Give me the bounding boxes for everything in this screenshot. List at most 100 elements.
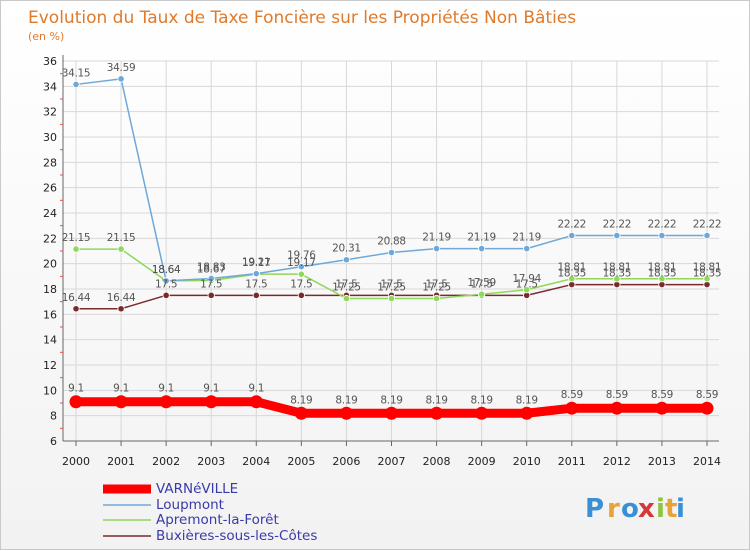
data-label: 18.81 bbox=[558, 262, 587, 274]
data-label: 18.35 bbox=[558, 268, 587, 280]
data-label: 17.94 bbox=[512, 273, 541, 285]
legend-label: Loupmont bbox=[156, 497, 224, 513]
series-point-1 bbox=[432, 244, 441, 253]
data-label: 19.17 bbox=[287, 257, 316, 269]
series-point-0 bbox=[430, 406, 444, 420]
x-tick-label: 2005 bbox=[287, 455, 315, 468]
data-label: 17.5 bbox=[245, 278, 267, 290]
data-label: 17.25 bbox=[377, 282, 406, 294]
data-label: 19.17 bbox=[242, 257, 271, 269]
y-tick-label: 28 bbox=[43, 156, 57, 169]
series-point-0 bbox=[520, 406, 534, 420]
y-tick-label: 20 bbox=[43, 258, 57, 271]
data-label: 18.81 bbox=[648, 262, 677, 274]
data-label: 18.67 bbox=[197, 264, 226, 276]
data-labels-layer: 9.1 9.1 9.1 9.1 9.1 8.19 8.19 8.19 8.19 8.19 8.19 8… bbox=[62, 62, 722, 406]
x-tick-label: 2012 bbox=[603, 455, 631, 468]
data-label: 17.5 bbox=[425, 278, 447, 290]
data-label: 18.81 bbox=[603, 262, 632, 274]
series-point-1 bbox=[523, 244, 531, 253]
y-tick-label: 24 bbox=[43, 207, 57, 220]
y-tick-label: 32 bbox=[43, 106, 57, 119]
chart-title: Evolution du Taux de Taxe Foncière sur l… bbox=[28, 8, 576, 28]
series-point-2 bbox=[523, 286, 531, 294]
data-label: 8.59 bbox=[651, 389, 673, 401]
series-point-3 bbox=[162, 291, 170, 299]
x-tick-label: 2010 bbox=[513, 455, 541, 468]
data-label: 19.21 bbox=[242, 257, 271, 269]
axes: 6 8 10 12 14 16 18 20 22 24 26 28 30 32 34 36 2000 2001 20… bbox=[43, 55, 721, 468]
data-label: 18.35 bbox=[603, 268, 632, 280]
x-tick-label: 2004 bbox=[242, 455, 270, 468]
x-tick-label: 2006 bbox=[332, 455, 360, 468]
series-point-2 bbox=[658, 275, 666, 283]
y-tick-label: 14 bbox=[43, 334, 57, 347]
series-point-3 bbox=[207, 291, 215, 299]
series-point-0 bbox=[700, 401, 714, 415]
y-tick-label: 36 bbox=[43, 55, 57, 68]
data-label: 17.5 bbox=[155, 278, 177, 290]
y-tick-label: 26 bbox=[43, 182, 57, 195]
data-label: 9.1 bbox=[158, 383, 174, 395]
x-tick-label: 2013 bbox=[648, 455, 676, 468]
data-label: 17.5 bbox=[516, 278, 538, 290]
data-label: 18.64 bbox=[152, 264, 181, 276]
data-label: 8.59 bbox=[696, 389, 718, 401]
series-point-1 bbox=[162, 277, 170, 285]
series-point-0 bbox=[339, 406, 353, 420]
data-label: 22.22 bbox=[648, 219, 677, 231]
x-tick-label: 2000 bbox=[62, 455, 90, 468]
series-point-3 bbox=[72, 305, 80, 313]
data-label: 20.88 bbox=[377, 236, 406, 248]
series-point-0 bbox=[204, 395, 218, 409]
data-label: 20.31 bbox=[332, 243, 361, 255]
data-label: 34.15 bbox=[62, 67, 91, 79]
y-tick-label: 10 bbox=[43, 384, 57, 397]
data-label: 8.59 bbox=[606, 389, 628, 401]
series-point-2 bbox=[478, 290, 486, 298]
series-point-0 bbox=[294, 406, 308, 420]
legend-label: Buxières-sous-les-Côtes bbox=[156, 528, 317, 544]
data-label: 17.5 bbox=[335, 278, 357, 290]
series-point-2 bbox=[432, 294, 441, 303]
series-point-1 bbox=[387, 248, 396, 257]
series-point-1 bbox=[658, 231, 666, 240]
logo-letter: o bbox=[621, 494, 640, 524]
data-label: 21.15 bbox=[107, 232, 136, 244]
series-point-0 bbox=[114, 395, 128, 409]
data-label: 22.22 bbox=[558, 219, 587, 231]
logo-letter: P bbox=[585, 494, 605, 524]
logo-letter: r bbox=[607, 494, 621, 524]
data-label: 9.1 bbox=[113, 383, 129, 395]
data-label: 8.19 bbox=[516, 394, 538, 406]
data-label: 17.59 bbox=[467, 277, 496, 289]
series-point-2 bbox=[297, 270, 305, 278]
logo-letter: t bbox=[665, 494, 678, 524]
data-label: 8.19 bbox=[425, 394, 447, 406]
series-point-2 bbox=[568, 275, 576, 283]
y-tick-label: 8 bbox=[50, 410, 57, 423]
data-label: 18.35 bbox=[648, 268, 677, 280]
series-point-1 bbox=[703, 231, 711, 240]
series-point-0 bbox=[475, 406, 489, 420]
y-tick-label: 34 bbox=[43, 80, 57, 93]
data-label: 18.83 bbox=[197, 261, 226, 273]
y-tick-label: 6 bbox=[50, 435, 57, 448]
series-point-1 bbox=[72, 80, 80, 89]
series-point-0 bbox=[610, 401, 624, 415]
series-point-2 bbox=[387, 294, 396, 303]
data-label: 21.15 bbox=[62, 232, 91, 244]
series-point-2 bbox=[613, 275, 621, 283]
series-point-3 bbox=[297, 291, 305, 299]
series-point-3 bbox=[252, 291, 260, 299]
data-label: 21.19 bbox=[422, 232, 451, 244]
x-tick-label: 2009 bbox=[468, 455, 496, 468]
x-tick-label: 2008 bbox=[423, 455, 451, 468]
series-point-1 bbox=[568, 231, 576, 240]
y-tick-label: 16 bbox=[43, 308, 57, 321]
data-label: 8.19 bbox=[380, 394, 402, 406]
series-point-2 bbox=[117, 245, 125, 253]
